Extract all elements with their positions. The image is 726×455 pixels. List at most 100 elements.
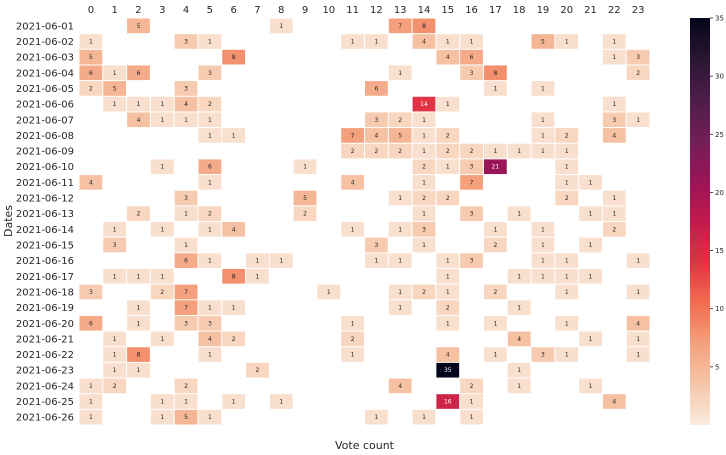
cell-value-label: 5	[89, 54, 93, 61]
heatmap-cell	[127, 96, 150, 112]
cell-value-label: 1	[517, 305, 521, 312]
cell-value-label: 1	[612, 195, 616, 202]
colorbar-tick-label: 20	[715, 189, 724, 197]
heatmap-cell	[222, 300, 246, 315]
heatmap-cell	[222, 128, 246, 143]
cell-value-label: 1	[89, 38, 93, 45]
y-tick-label: 2021-06-10	[16, 162, 74, 173]
heatmap-cell	[626, 65, 650, 81]
cell-value-label: 1	[612, 211, 616, 218]
cell-value-label: 1	[398, 195, 402, 202]
heatmap-cell	[579, 237, 602, 253]
heatmap-cell	[365, 112, 388, 128]
cell-value-label: 2	[374, 148, 378, 155]
heatmap-cell	[365, 409, 388, 425]
heatmap-cell	[436, 315, 460, 331]
heatmap-cell	[127, 315, 150, 331]
heatmap-cell	[507, 362, 531, 378]
cell-value-label: 3	[470, 164, 474, 171]
heatmap-cell	[531, 268, 555, 284]
heatmap-cell	[579, 331, 602, 347]
heatmap-cell	[79, 409, 103, 425]
cell-value-label: 1	[137, 305, 141, 312]
heatmap-cell	[436, 394, 460, 409]
colorbar-tick-label: 5	[715, 363, 719, 371]
heatmap-cell	[269, 253, 293, 268]
cell-value-label: 2	[446, 195, 450, 202]
cell-value-label: 1	[160, 101, 164, 108]
heatmap-cell	[436, 34, 460, 49]
cell-value-label: 21	[492, 164, 500, 171]
cell-value-label: 3	[374, 242, 378, 249]
cell-value-label: 1	[113, 226, 117, 233]
cell-value-label: 2	[446, 132, 450, 139]
heatmap-cell	[555, 268, 579, 284]
heatmap-cell	[174, 81, 198, 96]
heatmap-cell	[388, 222, 412, 237]
cell-value-label: 1	[565, 179, 569, 186]
heatmap-cell	[531, 81, 555, 96]
heatmap-cell	[555, 284, 579, 300]
cell-value-label: 1	[208, 352, 212, 359]
y-tick-label: 2021-06-23	[16, 366, 74, 377]
cell-value-label: 1	[89, 414, 93, 421]
cell-value-label: 1	[160, 273, 164, 280]
heatmap-cell	[79, 65, 103, 81]
cell-value-label: 1	[208, 179, 212, 186]
cell-value-label: 2	[89, 85, 93, 92]
heatmap-cell	[436, 362, 460, 378]
heatmap-cell	[412, 96, 436, 112]
cell-value-label: 2	[470, 148, 474, 155]
heatmap-cell	[555, 159, 579, 175]
cell-value-label: 1	[398, 258, 402, 265]
cell-value-label: 1	[208, 305, 212, 312]
heatmap-cell	[79, 284, 103, 300]
x-tick-label: 22	[608, 5, 621, 16]
heatmap-cell	[341, 34, 364, 49]
heatmap-cell	[555, 190, 579, 206]
heatmap-cell	[602, 49, 626, 65]
cell-value-label: 1	[565, 320, 569, 327]
cell-value-label: 1	[160, 164, 164, 171]
heatmap-cell	[103, 362, 127, 378]
heatmap-cell	[412, 237, 436, 253]
cell-value-label: 1	[208, 132, 212, 139]
heatmap-cell	[174, 190, 198, 206]
heatmap-cell	[198, 65, 222, 81]
cell-value-label: 1	[612, 54, 616, 61]
cell-value-label: 1	[422, 242, 426, 249]
cell-value-label: 1	[541, 148, 545, 155]
heatmap-cell	[198, 300, 222, 315]
heatmap-cell	[341, 143, 364, 159]
cell-value-label: 1	[232, 305, 236, 312]
x-tick-label: 8	[278, 5, 284, 16]
heatmap-cell	[174, 394, 198, 409]
heatmap-cell	[198, 331, 222, 347]
heatmap-cell	[198, 159, 222, 175]
heatmap-cell	[436, 128, 460, 143]
cell-value-label: 1	[541, 132, 545, 139]
heatmap-cell	[365, 128, 388, 143]
y-tick-label: 2021-06-25	[16, 397, 74, 408]
cell-value-label: 1	[160, 399, 164, 406]
heatmap-cell	[174, 34, 198, 49]
cell-value-label: 8	[137, 352, 141, 359]
heatmap-cell	[150, 96, 174, 112]
heatmap-cell	[507, 300, 531, 315]
heatmap-cell	[555, 347, 579, 362]
cell-value-label: 1	[279, 258, 283, 265]
cell-value-label: 1	[517, 367, 521, 374]
heatmap-cell	[531, 237, 555, 253]
y-tick-label: 2021-06-15	[16, 240, 74, 251]
colorbar-tick-label: 15	[715, 247, 724, 255]
cell-value-label: 1	[446, 38, 450, 45]
heatmap-cell	[602, 222, 626, 237]
heatmap-cell	[388, 128, 412, 143]
cell-value-label: 1	[589, 273, 593, 280]
cell-value-label: 2	[398, 117, 402, 124]
heatmap-cell	[174, 253, 198, 268]
heatmap-cell	[246, 253, 269, 268]
cell-value-label: 1	[636, 352, 640, 359]
heatmap-cell	[150, 409, 174, 425]
cell-value-label: 1	[232, 132, 236, 139]
